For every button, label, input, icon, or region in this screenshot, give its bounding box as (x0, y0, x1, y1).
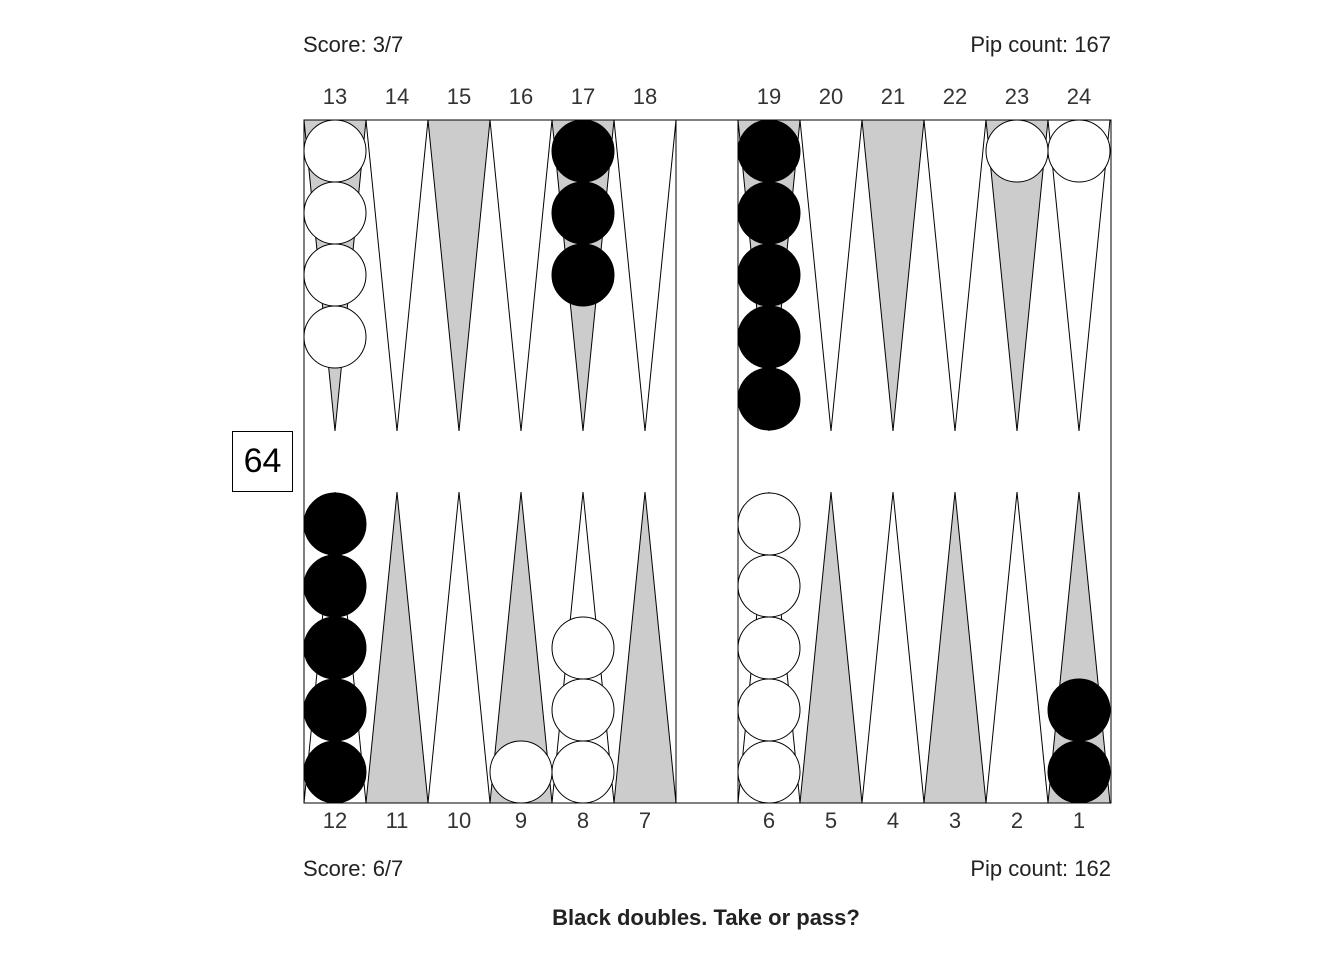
black-checker (303, 616, 367, 680)
black-checker (737, 119, 801, 183)
point-label-8: 8 (576, 808, 590, 833)
board-surface (304, 120, 1111, 803)
black-checker (303, 554, 367, 618)
point-label-12: 12 (322, 808, 348, 833)
point-label-16: 16 (508, 84, 534, 109)
point-label-20: 20 (818, 84, 844, 109)
point-label-2: 2 (1010, 808, 1024, 833)
point-label-3: 3 (948, 808, 962, 833)
white-checker (303, 243, 367, 307)
doubling-cube[interactable]: 64 (232, 431, 293, 492)
white-checker (303, 305, 367, 369)
black-checker (551, 119, 615, 183)
white-checker (303, 119, 367, 183)
bottom-player-score: Score: 6/7 (303, 856, 404, 881)
top-player-score: Score: 3/7 (303, 32, 404, 57)
white-checker (1047, 119, 1111, 183)
black-checker (737, 181, 801, 245)
black-checker (551, 243, 615, 307)
white-checker (737, 492, 801, 556)
point-label-18: 18 (632, 84, 658, 109)
black-checker (1047, 678, 1111, 742)
point-label-19: 19 (756, 84, 782, 109)
white-checker (489, 740, 553, 804)
point-label-14: 14 (384, 84, 410, 109)
black-checker (303, 740, 367, 804)
white-checker (551, 740, 615, 804)
point-label-6: 6 (762, 808, 776, 833)
black-checker (303, 678, 367, 742)
point-label-10: 10 (446, 808, 472, 833)
white-checker (985, 119, 1049, 183)
top-player-pip-count: Pip count: 167 (970, 32, 1111, 57)
point-label-22: 22 (942, 84, 968, 109)
point-label-1: 1 (1072, 808, 1086, 833)
doubling-question: Black doubles. Take or pass? (552, 905, 860, 930)
black-checker (737, 367, 801, 431)
point-label-24: 24 (1066, 84, 1092, 109)
black-checker (737, 305, 801, 369)
point-label-11: 11 (385, 808, 409, 833)
point-label-15: 15 (446, 84, 472, 109)
point-label-23: 23 (1004, 84, 1030, 109)
black-checker (737, 243, 801, 307)
point-label-17: 17 (570, 84, 596, 109)
point-label-4: 4 (886, 808, 900, 833)
black-checker (303, 492, 367, 556)
point-label-5: 5 (824, 808, 838, 833)
white-checker (551, 616, 615, 680)
bottom-player-pip-count: Pip count: 162 (970, 856, 1111, 881)
white-checker (737, 554, 801, 618)
black-checker (1047, 740, 1111, 804)
black-checker (551, 181, 615, 245)
point-label-13: 13 (322, 84, 348, 109)
white-checker (303, 181, 367, 245)
white-checker (737, 740, 801, 804)
point-label-21: 21 (880, 84, 906, 109)
board-frame (303, 119, 1112, 804)
white-checker (737, 678, 801, 742)
point-label-9: 9 (514, 808, 528, 833)
white-checker (737, 616, 801, 680)
white-checker (551, 678, 615, 742)
point-label-7: 7 (638, 808, 652, 833)
